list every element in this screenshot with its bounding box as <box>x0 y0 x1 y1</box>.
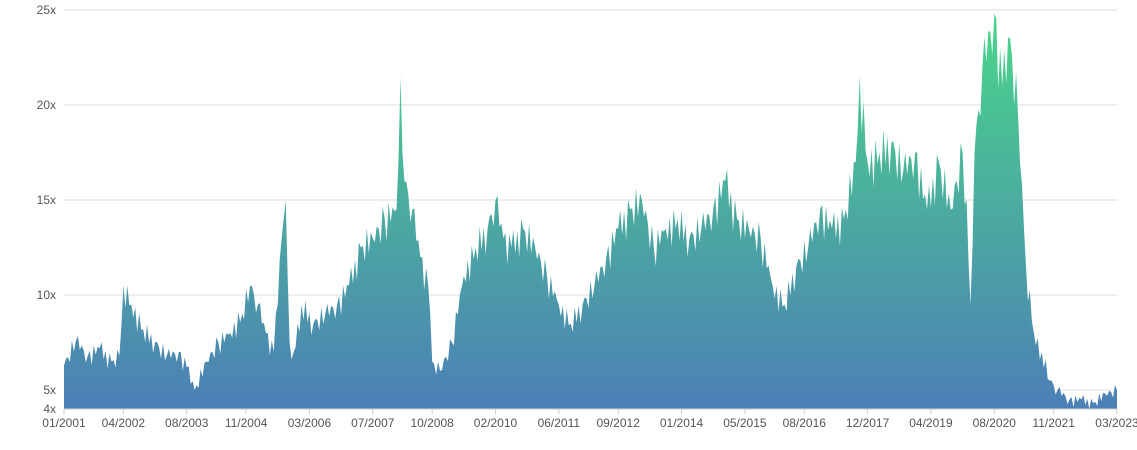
x-tick-label: 06/2011 <box>538 416 581 430</box>
x-tick-label: 03/2006 <box>288 416 332 430</box>
x-tick-label: 11/2021 <box>1032 416 1075 430</box>
x-tick-label: 08/2020 <box>973 416 1017 430</box>
y-tick-label: 10x <box>37 288 56 302</box>
x-tick-label: 12/2017 <box>846 416 890 430</box>
x-tick-label: 05/2015 <box>723 416 767 430</box>
x-tick-label: 08/2003 <box>165 416 209 430</box>
y-tick-label: 5x <box>43 383 56 397</box>
x-tick-label: 10/2008 <box>410 416 454 430</box>
plot-area <box>64 13 1117 410</box>
y-tick-label: 15x <box>37 193 56 207</box>
x-tick-label: 04/2019 <box>909 416 953 430</box>
x-tick-label: 07/2007 <box>351 416 395 430</box>
x-tick-label: 09/2012 <box>597 416 641 430</box>
y-tick-label: 4x <box>43 402 56 416</box>
x-tick-label: 01/2001 <box>42 416 86 430</box>
x-tick-label: 11/2004 <box>225 416 268 430</box>
y-tick-label: 25x <box>37 3 56 17</box>
y-tick-label: 20x <box>37 98 56 112</box>
series-area <box>64 13 1117 410</box>
x-tick-label: 01/2014 <box>660 416 704 430</box>
x-tick-label: 08/2016 <box>783 416 827 430</box>
x-tick-label: 02/2010 <box>474 416 518 430</box>
x-tick-label: 03/2023 <box>1095 416 1137 430</box>
x-tick-label: 04/2002 <box>102 416 146 430</box>
